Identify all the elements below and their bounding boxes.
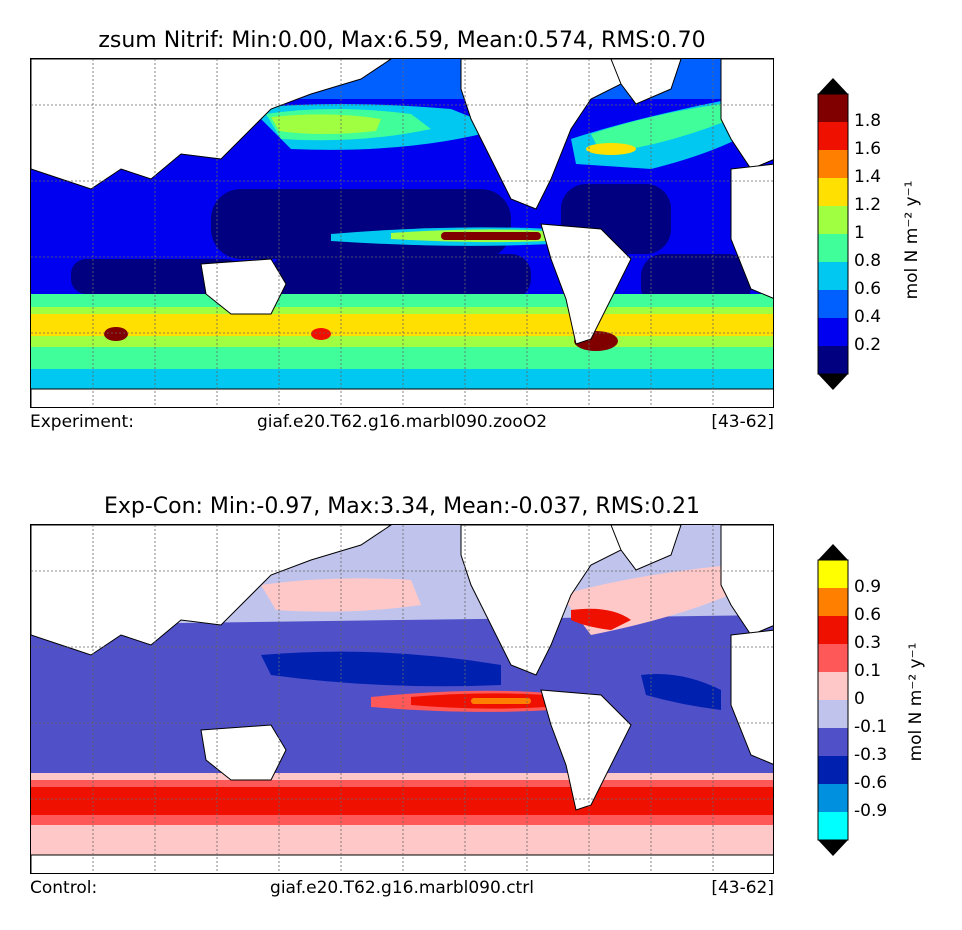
colorbar-segment [818,234,848,263]
p1-southern-hotspot-1 [104,327,128,341]
colorbar-tick-label: 1.8 [854,111,882,131]
p1-southern-belt-core [31,314,773,336]
panel1-map [30,58,774,408]
colorbar-segment [818,784,848,813]
p2-equatorial-max [471,698,531,704]
colorbar-tick-label: 1 [854,223,865,243]
p1-gulf-stream-hotspot [586,143,636,155]
colorbar-segment [818,560,848,589]
colorbar-segment [818,262,848,291]
colorbar-segment [818,700,848,729]
p2-southern-core [31,787,773,815]
p1-land-greenland [610,59,682,105]
colorbar-tick-label: 0.1 [854,661,882,681]
colorbar-segment [818,588,848,617]
colorbar-segment [818,290,848,319]
colorbar-segment [818,206,848,235]
colorbar-tick-label: 0.6 [854,279,882,299]
p2-land-eurasia [31,525,392,656]
colorbar-tick-label: -0.9 [854,801,888,821]
p2-land-australia [200,724,287,781]
p1-southern-hotspot-2 [311,328,331,340]
p2-pacific-neg-core [261,651,501,687]
colorbar-tick-label: 0.6 [854,605,882,625]
p1-north-pacific-gyre [211,189,511,259]
panel1-footer: Experiment: giaf.e20.T62.g16.marbl090.zo… [30,412,774,434]
p2-north-atlantic-pos-core [571,608,631,630]
panel1-footer-case: giaf.e20.T62.g16.marbl090.zooO2 [256,412,548,432]
panel1-title: zsum Nitrif: Min:0.00, Max:6.59, Mean:0.… [98,28,706,53]
panel1-colorbar-units: mol N m⁻² y⁻¹ [902,180,922,300]
panel2-title: Exp-Con: Min:-0.97, Max:3.34, Mean:-0.03… [103,494,701,519]
p1-equatorial-max [441,232,541,240]
p2-land-africa [730,629,773,765]
colorbar-tick-label: 0 [854,689,865,709]
p1-land-antarctica [31,388,773,407]
colorbar-tick-label: -0.1 [854,717,888,737]
colorbar-segment [818,812,848,841]
p2-land-greenland [610,525,682,571]
colorbar-tick-label: 1.6 [854,139,882,159]
p1-land-africa [730,163,773,299]
panel2-colorbar-units: mol N m⁻² y⁻¹ [906,642,926,762]
panel1-colorbar [817,78,849,390]
colorbar-segment [818,672,848,701]
p1-gridlines [31,59,773,407]
colorbar-segment [818,94,848,123]
colorbar-segment [818,122,848,151]
colorbar-segment [818,318,848,347]
colorbar-extend-over [818,544,848,560]
colorbar-segment [818,644,848,673]
colorbar-tick-label: 1.4 [854,167,882,187]
colorbar-extend-under [818,840,848,856]
p2-gridlines [31,525,773,873]
colorbar-segment [818,756,848,785]
colorbar-tick-label: 0.2 [854,335,882,355]
p2-land-south-america [540,689,632,811]
panel2-footer: Control: giaf.e20.T62.g16.marbl090.ctrl … [30,878,774,900]
panel2-footer-case: giaf.e20.T62.g16.marbl090.ctrl [270,878,534,898]
p2-land-antarctica [31,854,773,873]
p1-south-pacific-gyre [271,254,531,299]
colorbar-segment [818,728,848,757]
panel2-footer-label: Control: [30,878,98,898]
colorbar-tick-label: 0.3 [854,633,882,653]
panel2-footer-years: [43-62] [711,878,774,898]
p1-north-pacific-band-high [271,114,381,134]
colorbar-tick-label: 1.2 [854,195,882,215]
p2-atlantic-neg-core [641,674,721,710]
p1-land-australia [200,258,287,315]
colorbar-segment [818,346,848,375]
colorbar-tick-label: 0.8 [854,251,882,271]
p1-north-atlantic-core [591,104,731,154]
colorbar-extend-under [818,374,848,390]
colorbar-extend-over [818,78,848,94]
colorbar-tick-label: -0.6 [854,773,888,793]
p1-land-eurasia [31,59,392,190]
colorbar-segment [818,178,848,207]
p1-land-south-america [540,223,632,345]
colorbar-tick-label: 0.9 [854,577,882,597]
colorbar-tick-label: 0.4 [854,307,882,327]
panel1-footer-label: Experiment: [30,412,134,432]
panel2-colorbar [817,544,849,856]
colorbar-tick-label: -0.3 [854,745,888,765]
colorbar-segment [818,150,848,179]
panel1-footer-years: [43-62] [711,412,774,432]
panel2-map [30,524,774,874]
p1-indian-gyre [71,259,241,294]
colorbar-segment [818,616,848,645]
